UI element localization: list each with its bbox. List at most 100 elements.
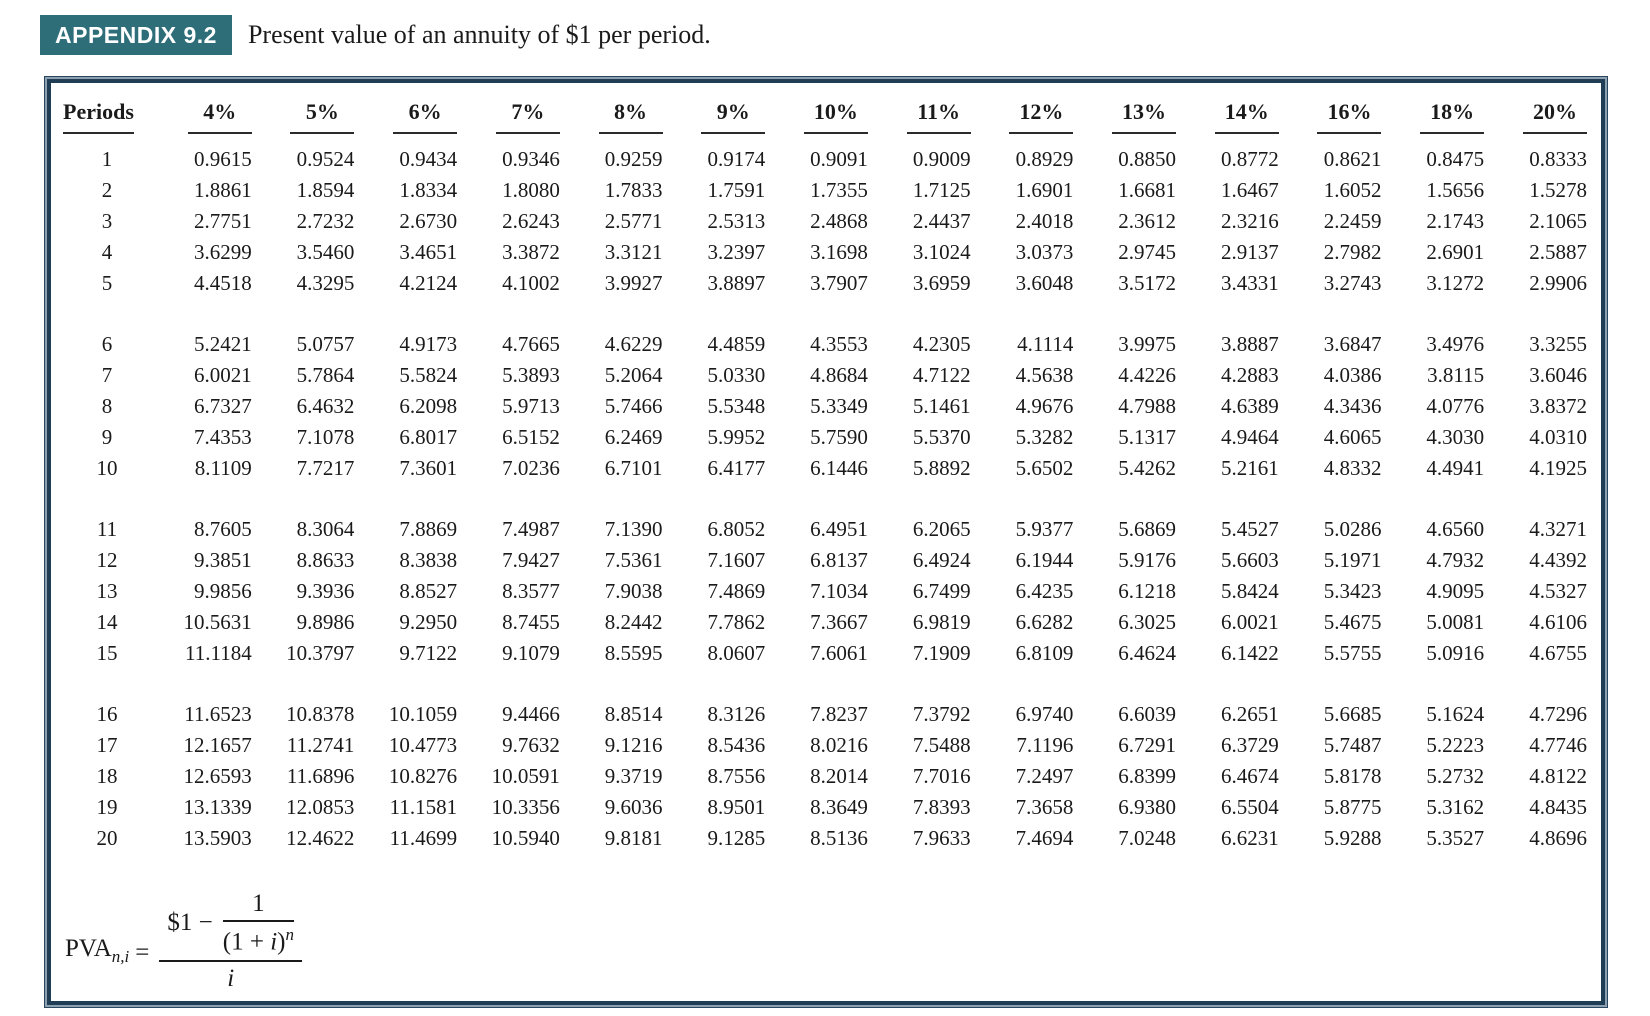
- pv-factor-cell: 7.1607: [707, 548, 766, 572]
- pv-factor-cell: 4.8435: [1529, 795, 1587, 819]
- pv-factor-cell: 11.6896: [286, 764, 355, 788]
- pv-factor-cell: 7.4353: [193, 425, 252, 449]
- period-cell: 12: [96, 548, 118, 572]
- pv-factor-cell: 0.9174: [707, 147, 766, 171]
- table-row-period-19: 19 13.1339 12.0853 11.1581 10.3356 9.6036 8.95…: [51, 792, 1601, 823]
- pv-factor-cell: 6.2065: [912, 517, 971, 541]
- pv-factor-cell: 3.1024: [912, 240, 971, 264]
- pv-factor-cell: 5.8775: [1323, 795, 1382, 819]
- pv-factor-cell: 4.9464: [1220, 425, 1279, 449]
- pv-factor-cell: 2.5887: [1529, 240, 1587, 264]
- pv-factor-cell: 5.6685: [1323, 702, 1382, 726]
- col-header-periods: Periods: [51, 83, 163, 134]
- pv-factor-cell: 8.7605: [193, 517, 252, 541]
- pv-factor-cell: 5.6502: [1015, 456, 1074, 480]
- pv-annuity-table-frame: Periods 4% 5% 6% 7% 8% 9% 10% 11% 12% 13% 14% 16% 18%…: [47, 79, 1605, 1005]
- col-header-rate-8pct: 8%: [574, 83, 677, 134]
- pv-factor-cell: 6.5152: [502, 425, 560, 449]
- page-title: Present value of an annuity of $1 per pe…: [247, 20, 711, 49]
- period-cell: 7: [101, 363, 113, 387]
- table-body: 1 0.9615 0.9524 0.9434 0.9346 0.9259 0.9174 0.9…: [51, 134, 1601, 854]
- col-header-rate-7pct: 7%: [471, 83, 574, 134]
- table-row-period-14: 14 10.5631 9.8986 9.2950 8.7455 8.2442 7.7862 7…: [51, 607, 1601, 638]
- pv-factor-cell: 5.2064: [604, 363, 663, 387]
- pv-factor-cell: 13.5903: [183, 826, 252, 850]
- pv-factor-cell: 4.9676: [1015, 394, 1074, 418]
- pv-factor-cell: 3.8372: [1529, 394, 1587, 418]
- pv-factor-cell: 5.9952: [707, 425, 766, 449]
- period-cell: 13: [96, 579, 118, 603]
- table-row-period-4: 4 3.6299 3.5460 3.4651 3.3872 3.3121 3.2397 3.1…: [51, 237, 1601, 268]
- col-header-rate-20pct: 20%: [1498, 83, 1601, 134]
- period-cell: 19: [96, 795, 118, 819]
- pv-factor-cell: 6.1944: [1015, 548, 1074, 572]
- pv-factor-cell: 8.3838: [399, 548, 458, 572]
- pv-factor-cell: 1.8080: [502, 178, 560, 202]
- pv-factor-cell: 10.0591: [491, 764, 560, 788]
- pv-factor-cell: 5.0757: [296, 332, 355, 356]
- pv-factor-cell: 5.3527: [1426, 826, 1485, 850]
- group-spacer: [51, 299, 1601, 329]
- pv-factor-cell: 9.7122: [399, 641, 458, 665]
- pv-factor-cell: 3.5172: [1118, 271, 1177, 295]
- pv-factor-cell: 10.4773: [388, 733, 458, 757]
- pv-factor-cell: 5.1624: [1426, 702, 1485, 726]
- pv-factor-cell: 4.7746: [1529, 733, 1587, 757]
- pv-factor-cell: 0.9615: [193, 147, 252, 171]
- pv-factor-cell: 7.1034: [810, 579, 868, 603]
- pv-factor-cell: 5.3162: [1426, 795, 1485, 819]
- pv-factor-cell: 3.4331: [1220, 271, 1279, 295]
- pv-factor-cell: 7.1390: [604, 517, 663, 541]
- pv-factor-cell: 5.7590: [810, 425, 868, 449]
- pv-factor-cell: 7.1078: [296, 425, 355, 449]
- pv-factor-cell: 5.9377: [1015, 517, 1074, 541]
- pv-factor-cell: 3.3121: [604, 240, 663, 264]
- pv-factor-cell: 3.8887: [1220, 332, 1279, 356]
- pv-factor-cell: 3.9927: [604, 271, 663, 295]
- pv-factor-cell: 7.3792: [912, 702, 971, 726]
- period-cell: 1: [101, 147, 113, 171]
- period-cell: 17: [96, 733, 118, 757]
- pv-factor-cell: 3.2397: [707, 240, 766, 264]
- pv-factor-cell: 2.4868: [810, 209, 868, 233]
- pv-factor-cell: 1.8334: [399, 178, 458, 202]
- pv-factor-cell: 7.4694: [1015, 826, 1074, 850]
- table-row-period-10: 10 8.1109 7.7217 7.3601 7.0236 6.7101 6.4177 6.…: [51, 453, 1601, 484]
- pv-factor-cell: 4.8696: [1529, 826, 1587, 850]
- period-cell: 20: [96, 826, 118, 850]
- pv-factor-cell: 2.6243: [502, 209, 560, 233]
- col-header-rate-12pct: 12%: [985, 83, 1088, 134]
- pv-factor-cell: 11.6523: [184, 702, 252, 726]
- pv-annuity-table: Periods 4% 5% 6% 7% 8% 9% 10% 11% 12% 13% 14% 16% 18%…: [51, 83, 1601, 854]
- col-header-rate-5pct: 5%: [266, 83, 369, 134]
- pv-factor-cell: 7.1196: [1016, 733, 1074, 757]
- pv-factor-cell: 7.0236: [502, 456, 560, 480]
- pv-factor-cell: 4.7932: [1426, 548, 1485, 572]
- pv-factor-cell: 11.1184: [185, 641, 252, 665]
- pv-factor-cell: 9.3936: [296, 579, 355, 603]
- pv-factor-cell: 5.5370: [912, 425, 971, 449]
- pv-factor-cell: 6.8137: [810, 548, 868, 572]
- pv-factor-cell: 11.2741: [286, 733, 355, 757]
- period-cell: 10: [96, 456, 118, 480]
- col-header-rate-9pct: 9%: [677, 83, 780, 134]
- pv-factor-cell: 8.2014: [810, 764, 868, 788]
- pv-factor-cell: 4.6106: [1529, 610, 1587, 634]
- pv-factor-cell: 5.9713: [502, 394, 560, 418]
- pv-factor-cell: 3.6959: [912, 271, 971, 295]
- pv-factor-cell: 2.4437: [912, 209, 971, 233]
- table-row-period-12: 12 9.3851 8.8633 8.3838 7.9427 7.5361 7.1607 6.…: [51, 545, 1601, 576]
- pv-factor-cell: 4.1925: [1529, 456, 1587, 480]
- pv-factor-cell: 1.6901: [1015, 178, 1074, 202]
- pv-factor-cell: 4.7122: [912, 363, 971, 387]
- pv-factor-cell: 1.8861: [193, 178, 252, 202]
- pv-factor-cell: 5.4675: [1323, 610, 1382, 634]
- pv-factor-cell: 6.3025: [1118, 610, 1177, 634]
- pv-factor-cell: 3.4976: [1426, 332, 1485, 356]
- pv-factor-cell: 5.8424: [1220, 579, 1279, 603]
- pv-factor-cell: 9.8986: [296, 610, 355, 634]
- pv-factor-cell: 2.2459: [1323, 209, 1382, 233]
- pv-factor-cell: 5.9288: [1323, 826, 1382, 850]
- pv-factor-cell: 5.6603: [1220, 548, 1279, 572]
- pv-factor-cell: 5.1971: [1323, 548, 1382, 572]
